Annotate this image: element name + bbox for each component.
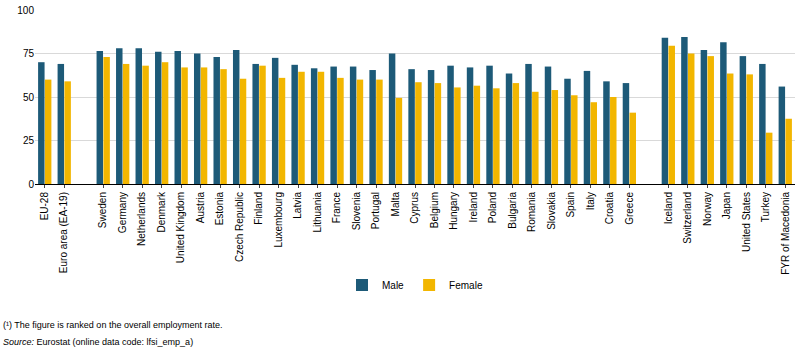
svg-text:Luxembourg: Luxembourg — [273, 192, 284, 248]
svg-text:Czech Republic: Czech Republic — [234, 192, 245, 262]
svg-text:(¹) The figure is ranked on th: (¹) The figure is ranked on the overall … — [3, 320, 222, 330]
svg-text:Euro area (EA-19): Euro area (EA-19) — [58, 192, 69, 273]
svg-text:FYR of Macedonia: FYR of Macedonia — [780, 192, 791, 275]
svg-text:Iceland: Iceland — [663, 192, 674, 224]
svg-text:Belgium: Belgium — [429, 192, 440, 228]
svg-text:Switzerland: Switzerland — [682, 192, 693, 244]
svg-text:Netherlands: Netherlands — [136, 192, 147, 246]
svg-text:Hungary: Hungary — [448, 192, 459, 230]
svg-text:Portugal: Portugal — [370, 192, 381, 229]
svg-text:Italy: Italy — [585, 192, 596, 210]
svg-text:United Kingdom: United Kingdom — [175, 192, 186, 263]
svg-text:Ireland: Ireland — [468, 192, 479, 223]
svg-text:EU-28: EU-28 — [39, 192, 50, 221]
svg-text:Turkey: Turkey — [760, 192, 771, 222]
svg-text:Lithuania: Lithuania — [312, 192, 323, 233]
svg-text:Malta: Malta — [390, 192, 401, 217]
svg-text:Source: Eurostat (online data: Source: Eurostat (online data code: lfsi… — [3, 337, 193, 347]
svg-text:50: 50 — [23, 92, 35, 103]
svg-text:France: France — [331, 192, 342, 224]
svg-text:Croatia: Croatia — [604, 192, 615, 225]
svg-text:Denmark: Denmark — [156, 191, 167, 233]
svg-text:25: 25 — [23, 135, 35, 146]
svg-text:Japan: Japan — [721, 192, 732, 219]
svg-text:Germany: Germany — [117, 192, 128, 233]
svg-text:Sweden: Sweden — [97, 192, 108, 228]
svg-text:Estonia: Estonia — [214, 192, 225, 226]
svg-text:Cyprus: Cyprus — [409, 192, 420, 224]
svg-text:0: 0 — [28, 179, 34, 190]
svg-text:United States: United States — [741, 192, 752, 252]
svg-text:Spain: Spain — [565, 192, 576, 218]
svg-text:Bulgaria: Bulgaria — [507, 192, 518, 229]
svg-text:Austria: Austria — [195, 192, 206, 224]
svg-text:Female: Female — [449, 280, 483, 291]
svg-text:Male: Male — [382, 280, 404, 291]
svg-text:75: 75 — [23, 48, 35, 59]
svg-text:Norway: Norway — [702, 192, 713, 226]
svg-text:100: 100 — [17, 5, 34, 16]
svg-text:Slovenia: Slovenia — [351, 192, 362, 231]
svg-text:Slovakia: Slovakia — [546, 192, 557, 230]
svg-text:Greece: Greece — [624, 192, 635, 225]
svg-text:Latvia: Latvia — [292, 192, 303, 219]
svg-text:Poland: Poland — [487, 192, 498, 223]
svg-text:Romania: Romania — [526, 192, 537, 232]
svg-text:Finland: Finland — [253, 192, 264, 225]
